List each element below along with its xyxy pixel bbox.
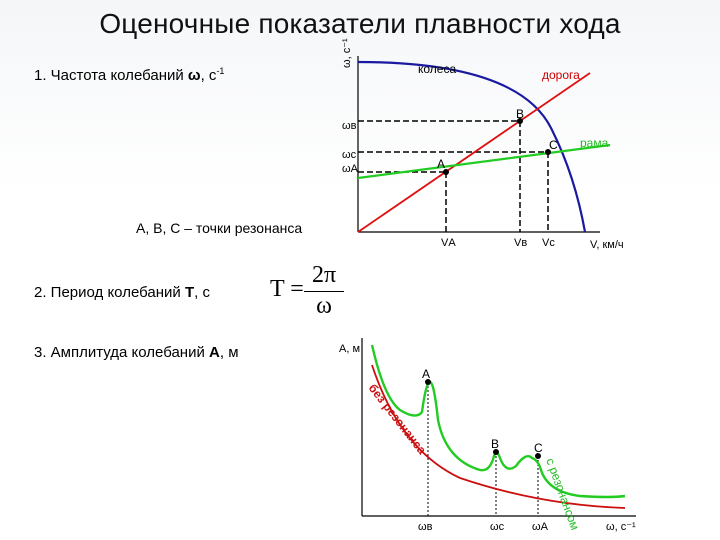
- period-symbol: Т: [184, 284, 195, 301]
- frequency-unit: , с: [200, 67, 217, 84]
- g1-point-A: [443, 169, 449, 175]
- item-frequency: 1. Частота колебаний ω, с-1: [34, 66, 224, 84]
- g2-y-axis-label: А, м: [339, 343, 360, 355]
- amplitude-unit: , м: [219, 344, 239, 361]
- g1-y-axis-label: ω, с⁻¹: [341, 38, 353, 68]
- g2-tick-wB: ωв: [418, 521, 433, 533]
- amplitude-symbol: А: [209, 344, 220, 361]
- formula-denominator: ω: [316, 293, 332, 319]
- g1-point-A-label: A: [437, 157, 445, 171]
- g2-point-A-label: A: [422, 367, 430, 381]
- road-line: [357, 72, 591, 233]
- frequency-label: 1. Частота колебаний: [34, 67, 188, 84]
- formula-fraction: 2π ω: [304, 262, 344, 320]
- formula-lhs: T =: [270, 276, 304, 302]
- g1-tick-wB: ωв: [342, 120, 357, 132]
- wheels-curve: [357, 60, 587, 233]
- period-label: 2. Период колебаний: [34, 284, 185, 301]
- g1-point-B-label: B: [516, 107, 524, 121]
- g2-tick-wA: ωА: [532, 521, 549, 533]
- g2-point-B-label: B: [491, 437, 499, 451]
- amplitude-label: 3. Амплитуда колебаний: [34, 344, 210, 361]
- frequency-symbol: ω: [187, 67, 201, 84]
- resonance-note: А, В, С – точки резонанса: [136, 220, 303, 236]
- wheels-label: колеса: [418, 62, 456, 76]
- g2-point-C-label: C: [534, 441, 543, 455]
- g1-tick-wA: ωА: [342, 163, 359, 175]
- formula-numerator: 2π: [304, 262, 344, 292]
- no-resonance-label: без резонанса: [366, 381, 430, 457]
- road-label: дорога: [542, 68, 580, 82]
- g1-tick-wC: ωс: [342, 149, 357, 161]
- no-resonance-curve: [371, 364, 626, 509]
- g2-x-axis-label: ω, с⁻¹: [606, 521, 636, 533]
- slide-title: Оценочные показатели плавности хода: [99, 8, 621, 39]
- g1-tick-VC: Vс: [542, 237, 555, 249]
- item-period: 2. Период колебаний Т, с: [34, 284, 210, 301]
- g1-point-B: [517, 118, 523, 124]
- g2-tick-wC: ωс: [490, 521, 505, 533]
- g1-tick-VA: VА: [441, 237, 456, 249]
- g2-point-C: [535, 453, 541, 459]
- g1-point-C: [545, 149, 551, 155]
- with-resonance-label: с резонансом: [543, 456, 582, 532]
- amplitude-frequency-graph: А, м ω, с⁻¹ A B C без резонанса с резона…: [339, 338, 636, 533]
- with-resonance-curve: [370, 344, 626, 499]
- period-unit: , с: [194, 284, 210, 301]
- g1-point-C-label: C: [549, 138, 558, 152]
- period-formula: T = 2π ω: [268, 262, 348, 322]
- frame-line: [357, 143, 611, 180]
- g2-point-B: [493, 449, 499, 455]
- item-amplitude: 3. Амплитуда колебаний А, м: [34, 344, 239, 361]
- frequency-unit-exp: -1: [216, 66, 225, 76]
- frame-label: рама: [580, 136, 609, 150]
- g1-x-axis-label: V, км/ч: [590, 239, 624, 251]
- g2-point-A: [425, 379, 431, 385]
- g1-tick-VB: Vв: [514, 237, 527, 249]
